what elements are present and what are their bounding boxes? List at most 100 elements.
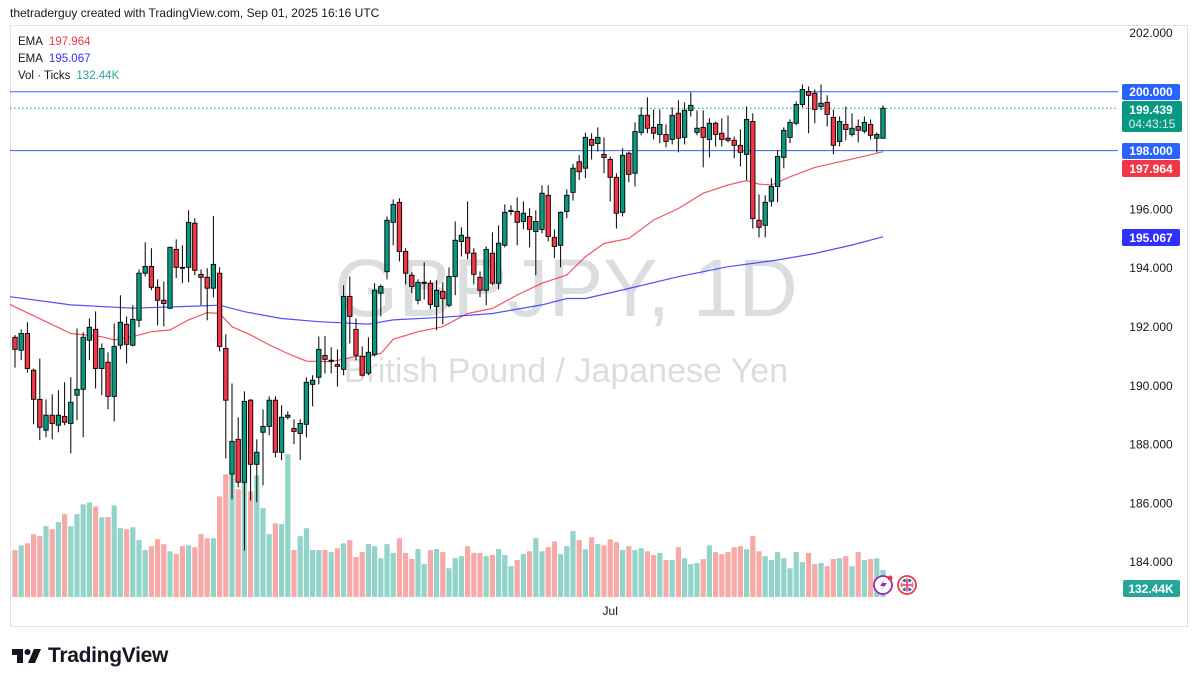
ema-blue-price-label: 195.067 <box>1122 229 1180 246</box>
candle <box>657 109 663 144</box>
candle-body <box>328 359 334 362</box>
candle <box>68 377 74 454</box>
candle-body <box>613 176 620 214</box>
logo-text: TradingView <box>48 644 169 667</box>
volume-bar <box>483 556 489 597</box>
legend-ema-red[interactable]: EMA 197.964 <box>18 36 91 48</box>
candle <box>216 267 223 352</box>
candle-body <box>495 242 502 284</box>
candle-body <box>12 336 18 350</box>
candle-body <box>781 129 787 158</box>
candle <box>712 121 719 147</box>
volume-bar <box>626 546 632 597</box>
volume-bar <box>322 550 328 597</box>
candle <box>824 95 830 127</box>
price-axis[interactable]: 202.000 196.000 194.000 192.000 190.000 188.0… <box>1129 26 1173 569</box>
volume-bar <box>24 543 30 597</box>
volume-value: 132.44K <box>76 70 120 82</box>
candle <box>43 399 49 438</box>
candle <box>557 211 564 268</box>
candle-body <box>576 161 582 173</box>
volume-bar <box>155 539 161 597</box>
candle <box>61 382 68 426</box>
candle <box>502 204 508 248</box>
candle <box>340 285 347 376</box>
time-axis[interactable]: Jul <box>603 604 618 618</box>
lightning-event-icon[interactable] <box>873 575 893 595</box>
candle-body <box>551 236 558 247</box>
volume-bar <box>279 524 285 597</box>
volume-bar <box>576 540 582 597</box>
candle-body <box>440 290 446 299</box>
candle-body <box>179 266 186 269</box>
candle <box>688 92 694 117</box>
candle <box>582 132 589 179</box>
volume-bar <box>787 568 793 597</box>
price-tick-label: 192.000 <box>1129 320 1173 334</box>
volume-bar <box>768 560 774 597</box>
candle <box>12 334 18 368</box>
volume-bar <box>310 550 316 597</box>
candle-body <box>471 252 477 275</box>
legend-ema-blue[interactable]: EMA 195.067 <box>18 53 91 65</box>
volume-bar <box>285 454 291 597</box>
legend-volume[interactable]: Vol · Ticks 132.44K <box>18 70 120 82</box>
candle <box>415 279 421 305</box>
candle-body <box>37 398 43 428</box>
volume-bar <box>849 566 855 597</box>
price-tick-label: 190.000 <box>1129 379 1173 393</box>
volume-bar <box>477 552 483 597</box>
candle <box>762 195 768 238</box>
volume-bar <box>489 554 495 597</box>
candle-body <box>768 186 775 202</box>
candle-body <box>154 286 161 301</box>
candle-body <box>446 275 452 306</box>
volume-bar <box>527 551 533 597</box>
candle-body <box>514 211 520 223</box>
volume-bar <box>86 502 92 597</box>
candle <box>247 399 254 501</box>
candle-body <box>824 101 830 115</box>
candle <box>378 284 384 317</box>
volume-bar <box>204 538 210 597</box>
chart-pane[interactable] <box>10 25 1188 627</box>
candle-body <box>216 272 223 347</box>
candle-body <box>235 438 241 483</box>
tradingview-logo[interactable]: TradingView <box>12 644 168 668</box>
candle-body <box>278 416 285 453</box>
svg-text:200.000: 200.000 <box>1129 85 1173 99</box>
candle-body <box>669 114 675 140</box>
candle-body <box>254 451 260 465</box>
candle <box>836 116 843 147</box>
candle-body <box>588 138 595 146</box>
candle <box>843 106 849 141</box>
candle <box>464 201 471 260</box>
volume-bar <box>179 546 185 597</box>
volume-bar <box>762 556 768 597</box>
candle-body <box>285 414 291 418</box>
candle-body <box>626 152 632 175</box>
volume-bar <box>731 547 737 597</box>
candle-body <box>526 216 533 230</box>
candle <box>334 349 341 387</box>
candle <box>446 267 452 308</box>
uk-flag-icon[interactable] <box>897 575 917 595</box>
volume-bar <box>830 559 836 597</box>
volume-bar <box>868 559 874 597</box>
volume-bar <box>93 506 99 597</box>
volume-bar <box>533 538 539 597</box>
volume-bar <box>117 528 123 597</box>
candle <box>204 268 210 321</box>
candle-body <box>557 211 564 246</box>
candle <box>409 272 415 294</box>
candle <box>254 439 260 503</box>
volume-bar <box>644 551 650 597</box>
candle <box>607 156 613 202</box>
volume-bar <box>713 552 719 597</box>
candle-body <box>805 91 812 96</box>
volume-bar <box>775 552 781 597</box>
candle <box>774 150 781 203</box>
candle <box>595 127 601 152</box>
volume-bar <box>725 552 731 597</box>
